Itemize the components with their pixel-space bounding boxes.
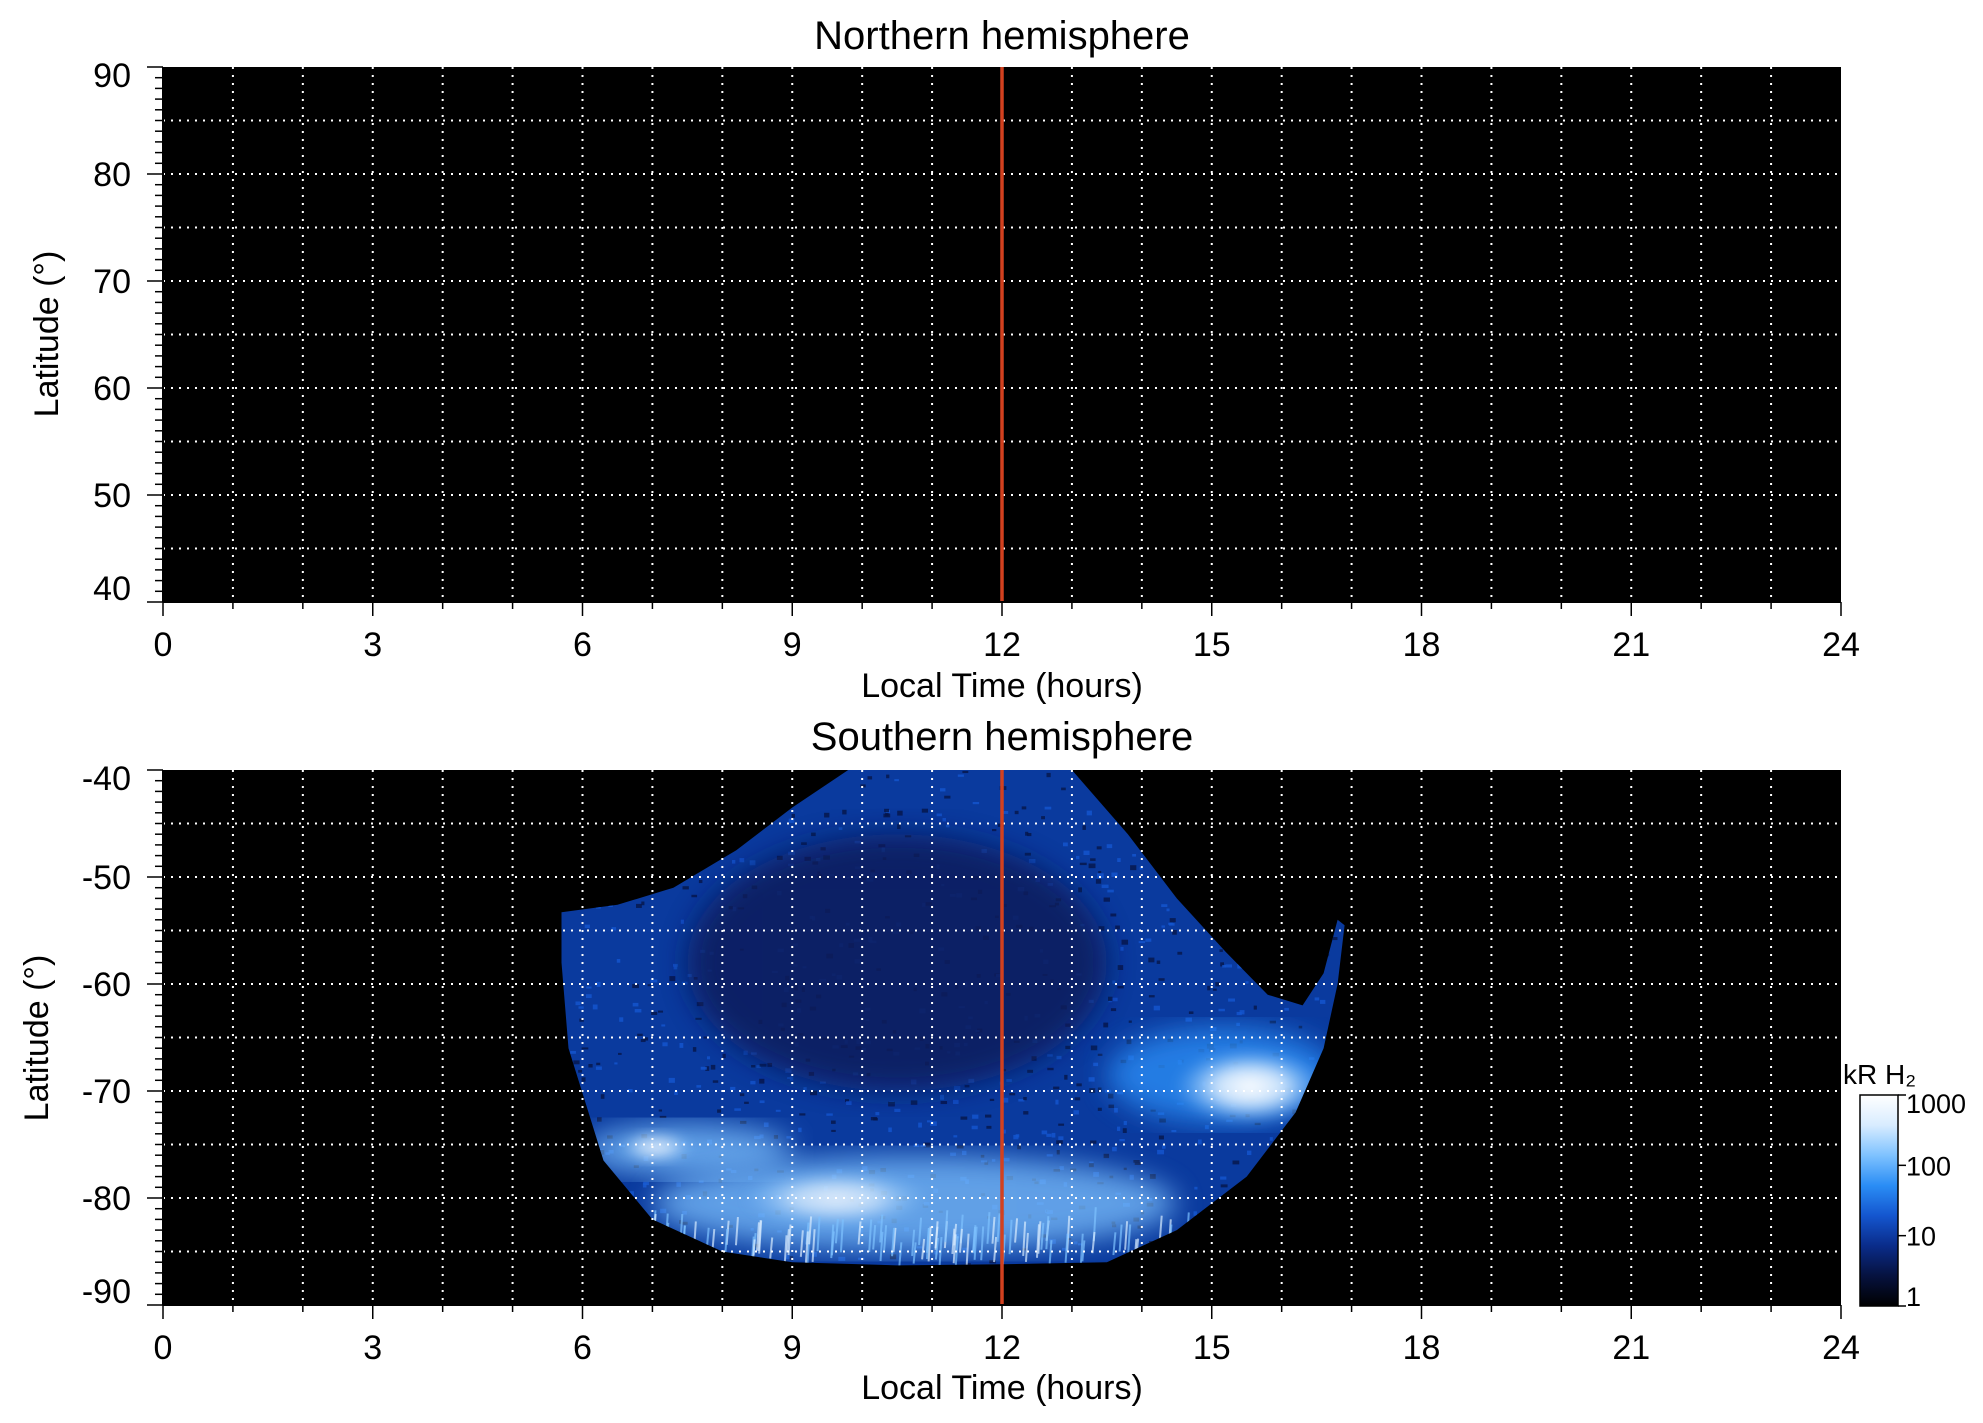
northern-panel-title: Northern hemisphere xyxy=(814,14,1190,58)
x-tick-label: 24 xyxy=(1822,1329,1860,1367)
y-tick-label: -80 xyxy=(82,1180,131,1218)
x-tick-label: 21 xyxy=(1612,1329,1650,1367)
colorbar-tick-label: 100 xyxy=(1906,1151,1951,1181)
y-tick-label: 40 xyxy=(93,570,131,608)
y-tick-label: -90 xyxy=(82,1273,131,1311)
northern-panel: Northern hemisphere 0 3 6 9 12 15 18 21 24 40 50 6… xyxy=(28,14,1860,705)
y-tick-label: 70 xyxy=(93,263,131,301)
x-tick-label: 3 xyxy=(363,1329,382,1367)
northern-x-tick-labels: 0 3 6 9 12 15 18 21 24 xyxy=(154,626,1860,664)
x-tick-label: 18 xyxy=(1403,626,1441,664)
y-tick-label: -70 xyxy=(82,1073,131,1111)
y-tick-label: 60 xyxy=(93,370,131,408)
x-tick-label: 12 xyxy=(983,626,1021,664)
southern-x-axis-label: Local Time (hours) xyxy=(861,1369,1143,1407)
y-tick-label: 90 xyxy=(93,57,131,95)
y-tick-label: 50 xyxy=(93,477,131,515)
southern-y-tick-labels: -40 -50 -60 -70 -80 -90 xyxy=(82,760,131,1311)
x-tick-label: 15 xyxy=(1193,626,1231,664)
x-tick-label: 12 xyxy=(983,1329,1021,1367)
colorbar-tick-label: 10 xyxy=(1906,1222,1936,1252)
emission-feature xyxy=(687,834,1107,1091)
colorbar-tick-labels: 1000 100 10 1 xyxy=(1898,1089,1966,1312)
southern-grid xyxy=(163,770,1841,1305)
x-tick-label: 21 xyxy=(1612,626,1650,664)
x-tick-label: 15 xyxy=(1193,1329,1231,1367)
northern-minor-ticks xyxy=(147,66,1842,616)
southern-auroral-emission xyxy=(561,770,1345,1266)
southern-x-tick-labels: 0 3 6 9 12 15 18 21 24 xyxy=(154,1329,1860,1367)
x-tick-label: 24 xyxy=(1822,626,1860,664)
northern-y-tick-labels: 40 50 60 70 80 90 xyxy=(93,57,131,608)
x-tick-label: 6 xyxy=(573,626,592,664)
x-tick-label: 6 xyxy=(573,1329,592,1367)
southern-panel-title: Southern hemisphere xyxy=(811,715,1193,759)
y-tick-label: 80 xyxy=(93,156,131,194)
x-tick-label: 9 xyxy=(783,1329,802,1367)
colorbar: kR H₂ 1000 100 10 1 xyxy=(1843,1059,1966,1312)
emission-feature-core xyxy=(618,1131,694,1164)
y-tick-label: -50 xyxy=(82,859,131,897)
northern-grid xyxy=(163,67,1841,602)
northern-x-axis-label: Local Time (hours) xyxy=(861,667,1143,705)
colorbar-gradient xyxy=(1859,1094,1899,1307)
y-tick-label: -40 xyxy=(82,760,131,798)
x-tick-label: 18 xyxy=(1403,1329,1441,1367)
southern-y-axis-label: Latitude (°) xyxy=(18,955,56,1122)
x-tick-label: 0 xyxy=(154,1329,173,1367)
y-tick-label: -60 xyxy=(82,966,131,1004)
northern-y-axis-label: Latitude (°) xyxy=(28,251,66,418)
colorbar-title: kR H₂ xyxy=(1843,1059,1916,1090)
x-tick-label: 9 xyxy=(783,626,802,664)
colorbar-tick-label: 1000 xyxy=(1906,1089,1966,1119)
colorbar-tick-label: 1 xyxy=(1906,1282,1921,1312)
southern-minor-ticks xyxy=(147,769,1842,1319)
x-tick-label: 0 xyxy=(154,626,173,664)
x-tick-label: 3 xyxy=(363,626,382,664)
southern-panel: Southern hemisphere 0 3 6 9 12 15 18 21 24 -40 -5… xyxy=(18,715,1860,1407)
